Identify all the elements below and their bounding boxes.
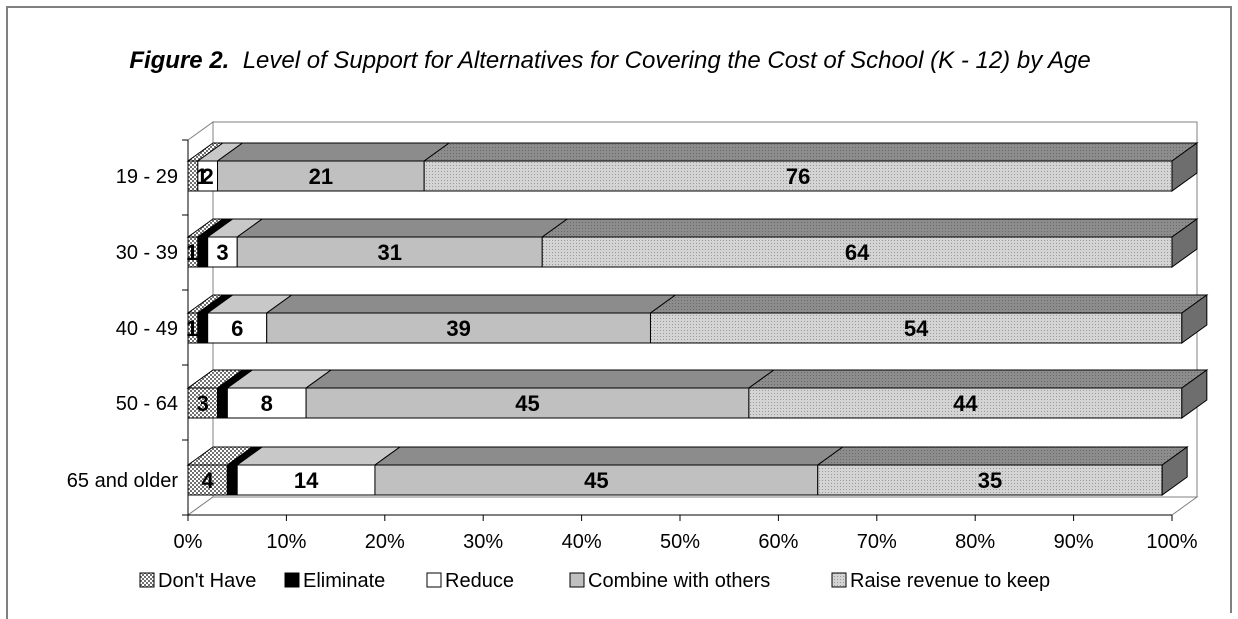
data-label-1-4: 64 bbox=[845, 240, 870, 265]
floor bbox=[186, 496, 1199, 516]
legend-label-0: Don't Have bbox=[158, 570, 256, 592]
data-label-0-4: 76 bbox=[786, 164, 810, 189]
category-label-0: 19 - 29 bbox=[116, 166, 178, 188]
bar-top-4-3 bbox=[373, 446, 845, 466]
axes-group: 19 - 29 30 - 39 40 - 49 50 - 64 65 and older… bbox=[67, 139, 1198, 553]
legend: Don't Have Eliminate Reduce Combine with ot… bbox=[139, 570, 1050, 592]
data-label-3-1: 1 bbox=[215, 391, 227, 416]
bar-2-3 bbox=[266, 312, 651, 344]
bar-2-4 bbox=[649, 312, 1183, 344]
bar-side-3 bbox=[1181, 369, 1208, 419]
x-tick-label-8: 80% bbox=[955, 531, 995, 553]
bar-top-0-4 bbox=[422, 142, 1199, 162]
legend-swatch-1 bbox=[284, 572, 300, 588]
bar-1-2 bbox=[207, 236, 238, 268]
data-label-3-4: 44 bbox=[953, 391, 978, 416]
legend-label-2: Reduce bbox=[445, 570, 514, 592]
x-tick-label-10: 100% bbox=[1146, 531, 1197, 553]
legend-swatch-4 bbox=[831, 572, 847, 588]
data-label-1-3: 31 bbox=[377, 240, 401, 265]
chart-frame-left-edge bbox=[6, 6, 8, 619]
bar-side-0 bbox=[1171, 142, 1198, 192]
data-label-1-2: 3 bbox=[216, 240, 228, 265]
bar-0-3 bbox=[217, 160, 425, 192]
legend-swatch-2 bbox=[426, 572, 442, 588]
bar-0-4 bbox=[423, 160, 1173, 192]
legend-label-4: Raise revenue to keep bbox=[850, 570, 1050, 592]
category-label-4: 65 and older bbox=[67, 470, 179, 492]
bar-3-2 bbox=[226, 387, 307, 419]
data-label-4-1: 1 bbox=[225, 468, 237, 493]
bar-3-4 bbox=[748, 387, 1183, 419]
data-label-1-1: 1 bbox=[196, 240, 208, 265]
data-label-4-3: 45 bbox=[584, 468, 608, 493]
bar-side-4 bbox=[1161, 446, 1188, 496]
x-tick-label-4: 40% bbox=[562, 531, 602, 553]
bar-side-1 bbox=[1171, 218, 1198, 268]
bar-top-1-4 bbox=[540, 218, 1199, 238]
legend-label-1: Eliminate bbox=[303, 570, 385, 592]
data-label-4-2: 14 bbox=[294, 468, 319, 493]
data-label-2-4: 54 bbox=[904, 316, 929, 341]
x-tick-label-5: 50% bbox=[660, 531, 700, 553]
data-label-3-3: 45 bbox=[515, 391, 539, 416]
bar-1-3 bbox=[236, 236, 543, 268]
data-label-2-0: 1 bbox=[186, 316, 198, 341]
data-label-2-1: 1 bbox=[196, 316, 208, 341]
x-tick-label-0: 0% bbox=[174, 531, 203, 553]
legend-swatch-0 bbox=[139, 572, 155, 588]
x-tick-label-6: 60% bbox=[758, 531, 798, 553]
bar-top-4-2 bbox=[235, 446, 402, 466]
chart-frame bbox=[6, 6, 1232, 613]
bar-top-2-4 bbox=[648, 294, 1209, 314]
data-label-0-3: 21 bbox=[309, 164, 333, 189]
data-label-3-2: 8 bbox=[261, 391, 273, 416]
data-label-3-0: 3 bbox=[197, 391, 209, 416]
figure-number: Figure 2. bbox=[129, 47, 230, 74]
bar-top-3-4 bbox=[747, 369, 1209, 389]
category-label-3: 50 - 64 bbox=[116, 393, 178, 415]
bar-top-2-3 bbox=[265, 294, 678, 314]
legend-label-3: Combine with others bbox=[588, 570, 770, 592]
legend-swatch-3 bbox=[569, 572, 585, 588]
bar-3-3 bbox=[305, 387, 750, 419]
bar-2-2 bbox=[207, 312, 268, 344]
bar-4-4 bbox=[817, 464, 1163, 496]
figure-title: Level of Support for Alternatives for Co… bbox=[242, 47, 1091, 74]
bar-top-1-3 bbox=[235, 218, 569, 238]
x-tick-label-7: 70% bbox=[857, 531, 897, 553]
bar-3-0 bbox=[187, 387, 219, 419]
bar-4-2 bbox=[236, 464, 376, 496]
data-label-2-2: 6 bbox=[231, 316, 243, 341]
bar-top-4-4 bbox=[816, 446, 1189, 466]
bar-top-0-3 bbox=[215, 142, 451, 162]
x-tick-label-2: 20% bbox=[365, 531, 405, 553]
data-label-0-1: 1 bbox=[196, 164, 208, 189]
bar-4-3 bbox=[374, 464, 819, 496]
category-label-2: 40 - 49 bbox=[116, 318, 178, 340]
data-label-2-3: 39 bbox=[446, 316, 470, 341]
data-label-0-2: 2 bbox=[202, 164, 214, 189]
x-tick-label-1: 10% bbox=[266, 531, 306, 553]
data-label-4-4: 35 bbox=[978, 468, 1002, 493]
x-tick-label-3: 30% bbox=[463, 531, 503, 553]
x-tick-label-9: 90% bbox=[1054, 531, 1094, 553]
data-label-4-0: 4 bbox=[202, 468, 215, 493]
bar-top-3-3 bbox=[304, 369, 776, 389]
bar-side-2 bbox=[1181, 294, 1208, 344]
chart-title: Figure 2. Level of Support for Alternati… bbox=[60, 46, 1160, 76]
data-label-1-0: 1 bbox=[186, 240, 198, 265]
bar-1-4 bbox=[541, 236, 1173, 268]
category-label-1: 30 - 39 bbox=[116, 242, 178, 264]
